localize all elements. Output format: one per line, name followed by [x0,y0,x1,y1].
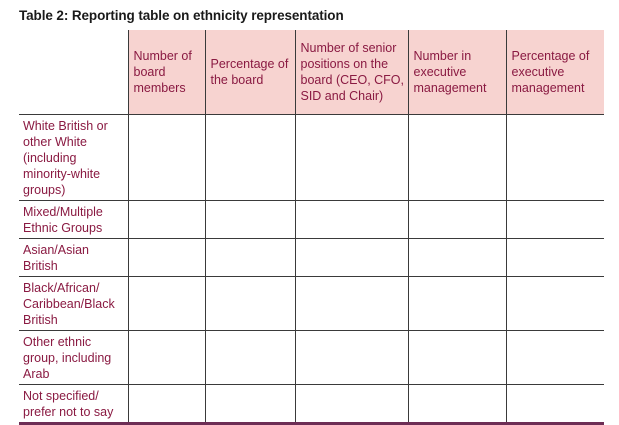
table-cell [127,237,205,276]
table-cell [204,329,295,384]
table-title: Table 2: Reporting table on ethnicity re… [19,8,344,23]
table-cell [127,199,205,238]
table-cell [294,237,408,276]
table-cell [294,275,408,330]
table-row: Other ethnic group, including Arab [19,329,604,384]
row-label-not-specified: Not specified/ prefer not to say [19,383,128,425]
table-cell [204,275,295,330]
row-label-black-british: Black/African/ Caribbean/Black British [19,275,128,330]
table-cell [127,275,205,330]
table-cell [294,199,408,238]
column-header-number-of-board-members: Number of board members [127,30,205,114]
column-header-number-in-executive-management: Number in executive management [407,30,506,114]
table-cell [505,237,604,276]
table-cell [127,329,205,384]
table-cell [127,113,205,200]
table-cell [127,383,205,425]
table-cell [204,237,295,276]
table-cell [407,237,506,276]
table-row: Asian/Asian British [19,237,604,276]
table-cell [505,329,604,384]
table-row: Black/African/ Caribbean/Black British [19,275,604,330]
column-header-senior-positions: Number of senior positions on the board … [294,30,408,114]
table-row: Mixed/Multiple Ethnic Groups [19,199,604,238]
table-cell [204,199,295,238]
table-cell [294,113,408,200]
row-label-white-british: White British or other White (including … [19,113,128,200]
header-corner [19,30,128,114]
table-cell [407,383,506,425]
column-header-percentage-of-executive-management: Percentage of executive management [505,30,604,114]
table-cell [505,113,604,200]
column-header-percentage-of-board: Percentage of the board [204,30,295,114]
row-label-mixed-multiple: Mixed/Multiple Ethnic Groups [19,199,128,238]
ethnicity-reporting-table: Number of board members Percentage of th… [19,30,604,425]
table-cell [204,383,295,425]
table-cell [407,113,506,200]
table-cell [294,329,408,384]
table-row: Not specified/ prefer not to say [19,383,604,425]
row-label-other-ethnic-group: Other ethnic group, including Arab [19,329,128,384]
header-row: Number of board members Percentage of th… [19,30,604,114]
table-cell [407,199,506,238]
table-cell [505,199,604,238]
table-cell [294,383,408,425]
row-label-asian-british: Asian/Asian British [19,237,128,276]
table-cell [505,275,604,330]
table-cell [407,329,506,384]
table-cell [204,113,295,200]
table-cell [505,383,604,425]
table-cell [407,275,506,330]
table-row: White British or other White (including … [19,113,604,200]
